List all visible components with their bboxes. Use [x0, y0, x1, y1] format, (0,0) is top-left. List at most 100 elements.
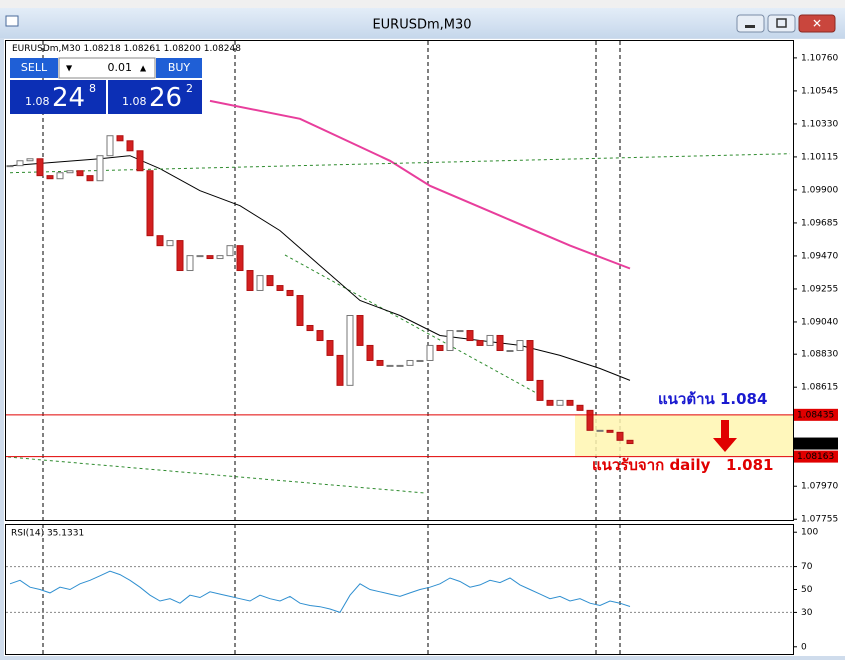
bid-prefix: 1.08	[25, 95, 50, 108]
rsi-tick-label: 0	[801, 642, 807, 652]
symbol-header: EURUSDm,M30 1.08218 1.08261 1.08200 1.08…	[12, 44, 241, 54]
rsi-label: RSI(14) 35.1331	[11, 529, 84, 539]
candle	[376, 359, 384, 366]
candle	[616, 431, 624, 441]
price-label: 1.08163	[797, 452, 834, 462]
trendline	[7, 456, 426, 494]
candle	[536, 379, 544, 401]
ask-box[interactable]	[108, 80, 202, 114]
plot: 1.10760 1.10545 1.10330 1.10115 1.09900 1.096…	[6, 53, 838, 652]
symbol: EURUSDm,M30	[12, 44, 81, 54]
y-tick-label: 1.09255	[801, 284, 838, 294]
close-button[interactable]	[798, 14, 836, 33]
candle	[66, 170, 74, 174]
y-tick-label: 1.07970	[801, 482, 838, 492]
rsi-tick-label: 70	[801, 562, 813, 572]
candle	[106, 135, 114, 157]
y-tick-label: 1.10115	[801, 152, 838, 162]
window-title: EURUSDm,M30	[372, 18, 471, 33]
candle	[86, 175, 94, 182]
price-label: 1.08248	[797, 439, 834, 449]
candle	[96, 155, 104, 182]
candle	[236, 245, 244, 272]
candle	[146, 170, 154, 237]
candle	[546, 399, 554, 406]
lot-value: 0.01	[108, 61, 133, 74]
chart-window	[4, 39, 845, 656]
y-tick-label: 1.09040	[801, 317, 838, 327]
candle	[386, 364, 394, 367]
rsi-line	[9, 570, 631, 614]
rsi-tick-label: 100	[801, 528, 818, 538]
buy-button[interactable]	[156, 58, 202, 78]
candle	[406, 359, 414, 366]
candle	[316, 330, 324, 342]
rsi-tick-label: 30	[801, 608, 813, 618]
minimize-button[interactable]	[736, 14, 765, 33]
candle	[356, 315, 364, 346]
minimize-icon	[745, 25, 755, 28]
candle	[626, 439, 634, 445]
candle	[606, 429, 614, 433]
candle	[26, 158, 34, 162]
candle	[196, 255, 204, 258]
ask-small: 2	[186, 82, 193, 95]
ma-line	[9, 155, 631, 381]
y-tick-label: 1.09685	[801, 218, 838, 228]
candle	[276, 285, 284, 291]
top-strip	[0, 0, 845, 8]
lot-box[interactable]	[58, 57, 156, 79]
close-icon: ✕	[812, 17, 822, 31]
down-arrow	[713, 420, 737, 452]
candle	[176, 240, 184, 272]
resistance-annotation: แนวต้าน 1.084	[658, 390, 767, 408]
candle	[126, 140, 134, 152]
candle	[586, 409, 594, 431]
ma-line	[9, 153, 791, 174]
trendline	[284, 254, 541, 396]
candle	[466, 330, 474, 342]
y-tick-label: 1.09470	[801, 251, 838, 261]
candle	[256, 275, 264, 291]
candle	[206, 255, 214, 260]
maximize-button[interactable]	[767, 14, 796, 33]
price-label-bg	[794, 450, 838, 463]
candle	[596, 429, 604, 432]
candle	[286, 289, 294, 297]
maximize-icon	[776, 18, 787, 28]
y-tick-label: 1.07755	[801, 515, 838, 525]
price-label-bg	[794, 437, 838, 450]
window-icon	[5, 15, 19, 27]
ma-line	[209, 99, 631, 270]
candle	[426, 344, 434, 361]
ohlc: 1.08218 1.08261 1.08200 1.08248	[83, 44, 241, 54]
period-separators	[42, 41, 621, 656]
y-tick-label: 1.10330	[801, 119, 838, 129]
candle	[336, 354, 344, 386]
bid-box[interactable]	[10, 80, 106, 114]
title-bar	[0, 8, 845, 38]
candle	[556, 399, 564, 406]
y-tick-label: 1.10545	[801, 86, 838, 96]
candle	[166, 240, 174, 247]
candle	[516, 340, 524, 352]
candle	[506, 350, 514, 353]
price-label-bg	[794, 408, 838, 421]
candle	[576, 404, 584, 411]
candle	[246, 270, 254, 291]
candle	[446, 330, 454, 352]
sell-button[interactable]	[10, 58, 58, 78]
candle	[296, 295, 304, 326]
candle	[16, 160, 24, 167]
candle	[136, 150, 144, 172]
lot-down[interactable]: ▼	[66, 64, 73, 73]
candle	[346, 315, 354, 386]
candle	[36, 158, 44, 177]
candle	[436, 344, 444, 352]
candle	[56, 172, 64, 180]
lot-up[interactable]: ▲	[140, 64, 147, 73]
price-label: 1.08435	[797, 410, 834, 420]
bid-small: 8	[89, 82, 96, 95]
